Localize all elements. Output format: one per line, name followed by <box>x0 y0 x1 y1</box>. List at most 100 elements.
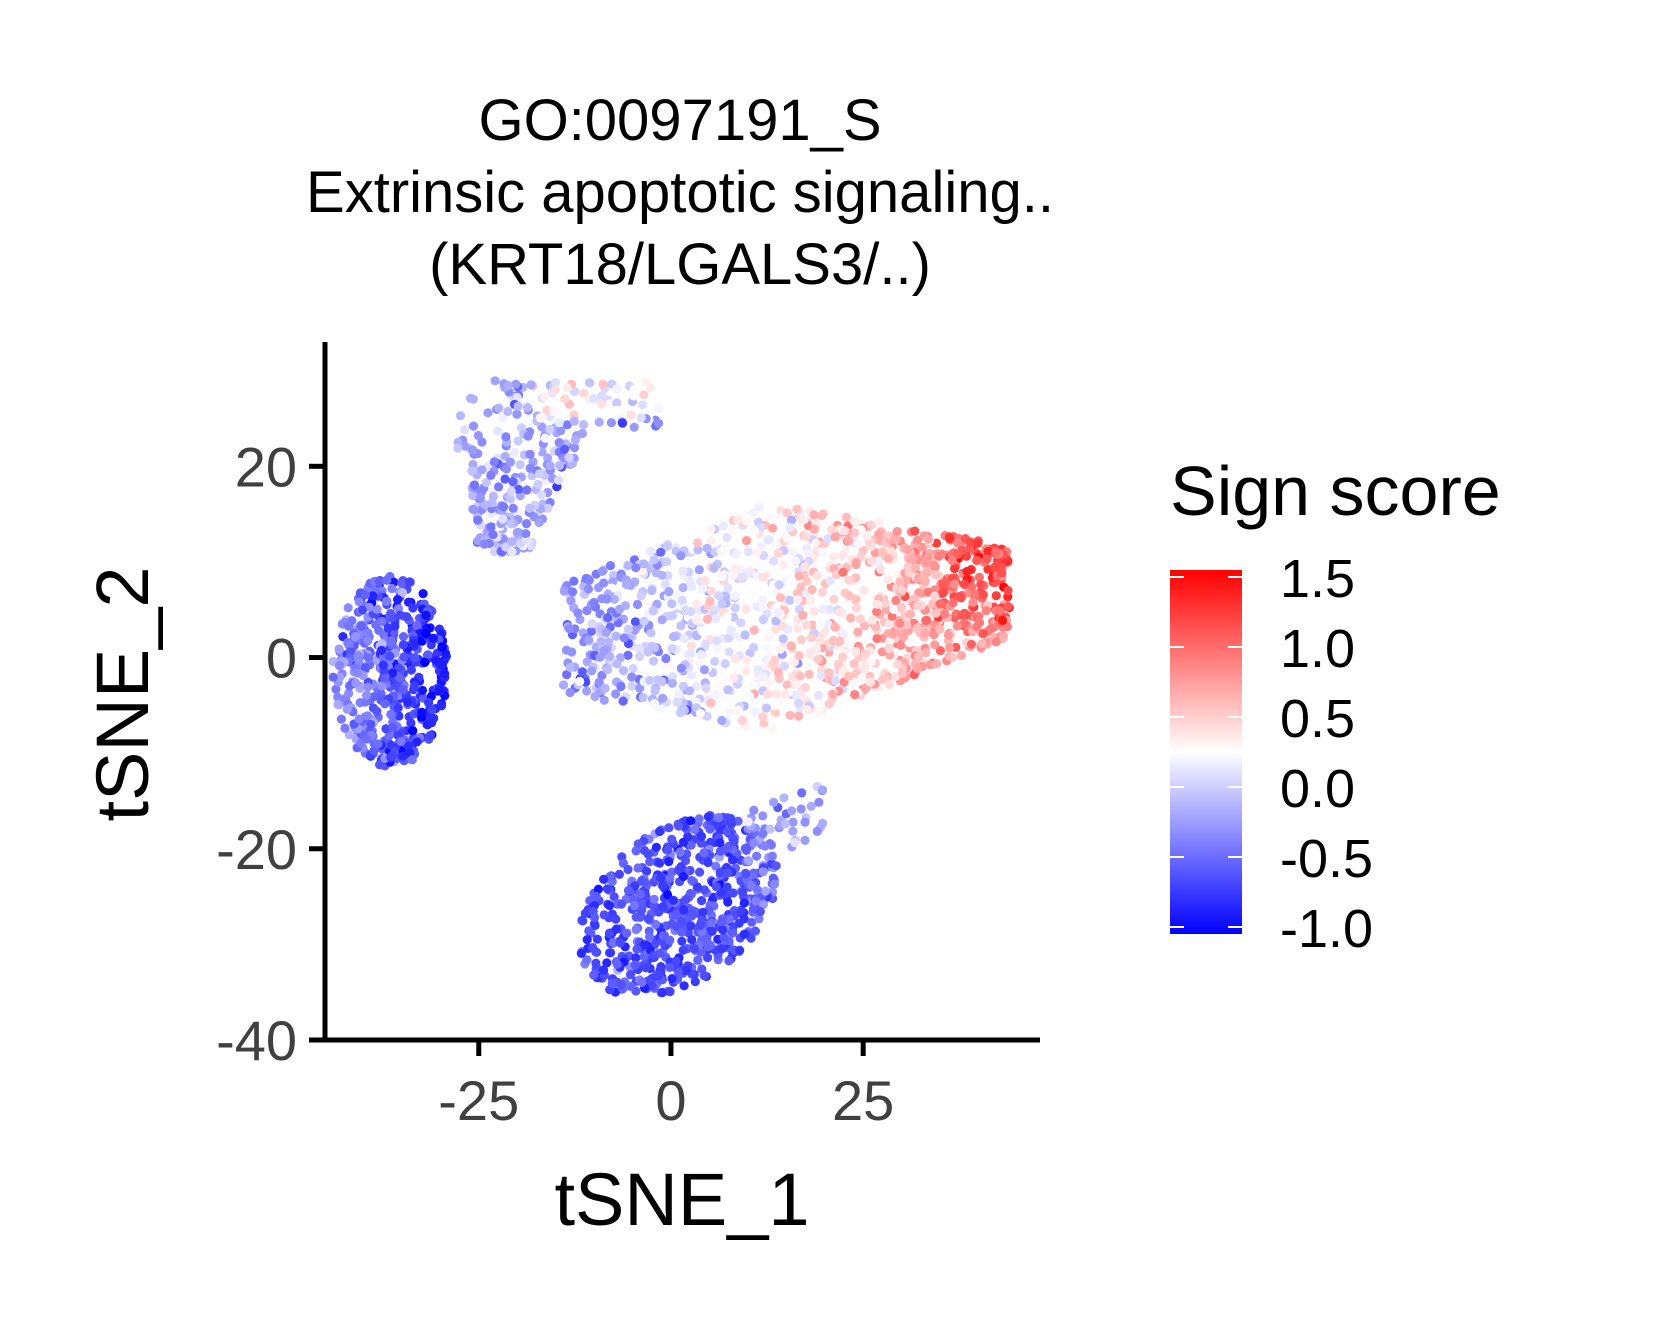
data-point <box>645 932 655 942</box>
data-point <box>559 586 570 596</box>
data-point <box>700 576 710 586</box>
data-point <box>771 861 781 871</box>
data-point <box>677 927 687 937</box>
data-point <box>678 837 689 847</box>
data-point <box>363 636 373 646</box>
data-point <box>904 568 914 578</box>
data-point <box>837 667 847 677</box>
data-point <box>699 885 710 895</box>
data-point <box>702 543 712 553</box>
data-point <box>440 669 450 679</box>
data-point <box>556 426 566 436</box>
data-point <box>809 510 819 520</box>
data-point <box>673 821 684 831</box>
data-point <box>679 634 690 644</box>
data-point <box>363 682 373 692</box>
data-point <box>922 557 932 567</box>
data-point <box>853 627 863 637</box>
data-point <box>905 609 916 619</box>
data-point <box>849 677 859 688</box>
data-point <box>844 575 854 585</box>
data-point <box>468 504 478 514</box>
data-point <box>633 839 643 849</box>
data-point <box>676 621 686 631</box>
data-point <box>688 909 698 919</box>
data-point <box>493 426 503 436</box>
data-point <box>733 515 743 525</box>
data-point <box>333 700 343 710</box>
data-point <box>855 614 866 624</box>
data-point <box>940 609 950 619</box>
data-point <box>809 524 819 534</box>
data-point <box>635 651 645 662</box>
data-point <box>387 751 398 761</box>
data-point <box>776 593 786 603</box>
data-point <box>754 914 764 924</box>
data-point <box>804 669 814 680</box>
data-point <box>602 594 612 604</box>
data-point <box>806 801 816 812</box>
data-point <box>412 737 422 747</box>
data-point <box>509 447 519 457</box>
data-point <box>694 565 704 575</box>
data-point <box>622 928 632 938</box>
data-point <box>755 907 765 917</box>
data-point <box>782 508 793 518</box>
data-point <box>616 979 627 990</box>
data-point <box>796 635 807 645</box>
data-point <box>602 884 613 894</box>
data-point <box>818 604 828 615</box>
data-point <box>657 987 668 998</box>
data-point <box>719 932 729 943</box>
data-point <box>768 556 779 566</box>
data-point <box>674 689 684 699</box>
data-point <box>817 587 828 598</box>
data-point <box>818 818 828 829</box>
data-point <box>728 888 738 898</box>
data-point <box>880 598 890 608</box>
data-point <box>817 511 827 521</box>
data-point <box>962 566 972 577</box>
data-point <box>623 885 634 896</box>
data-point <box>767 724 777 734</box>
data-point <box>715 846 725 856</box>
data-point <box>714 591 724 601</box>
data-point <box>800 682 811 693</box>
data-point <box>775 644 785 654</box>
data-point <box>354 597 364 607</box>
data-point <box>653 404 663 414</box>
data-point <box>829 594 839 604</box>
data-point <box>488 491 498 502</box>
data-point <box>860 648 871 658</box>
data-point <box>874 518 884 528</box>
data-point <box>706 698 716 708</box>
data-point <box>750 707 760 717</box>
data-point <box>639 616 649 626</box>
data-point <box>535 413 545 423</box>
data-point <box>912 601 922 611</box>
data-point <box>749 625 759 635</box>
data-point <box>824 668 834 678</box>
data-point <box>713 643 723 653</box>
y-tick-label: -20 <box>216 818 297 881</box>
data-point <box>771 689 782 699</box>
data-point <box>978 590 988 600</box>
data-point <box>636 889 646 899</box>
data-point <box>983 546 993 556</box>
data-point <box>763 689 773 699</box>
data-point <box>436 701 447 711</box>
data-point <box>473 430 483 441</box>
data-point <box>489 547 499 557</box>
data-point <box>601 628 611 638</box>
data-point <box>823 534 833 544</box>
data-point <box>694 814 704 824</box>
data-point <box>805 596 815 606</box>
data-point <box>956 650 967 661</box>
data-point <box>397 751 408 761</box>
data-point <box>739 898 749 908</box>
data-point <box>769 701 779 711</box>
data-point <box>998 615 1008 626</box>
data-point <box>873 599 883 610</box>
data-point <box>844 671 854 681</box>
data-point <box>631 846 641 856</box>
